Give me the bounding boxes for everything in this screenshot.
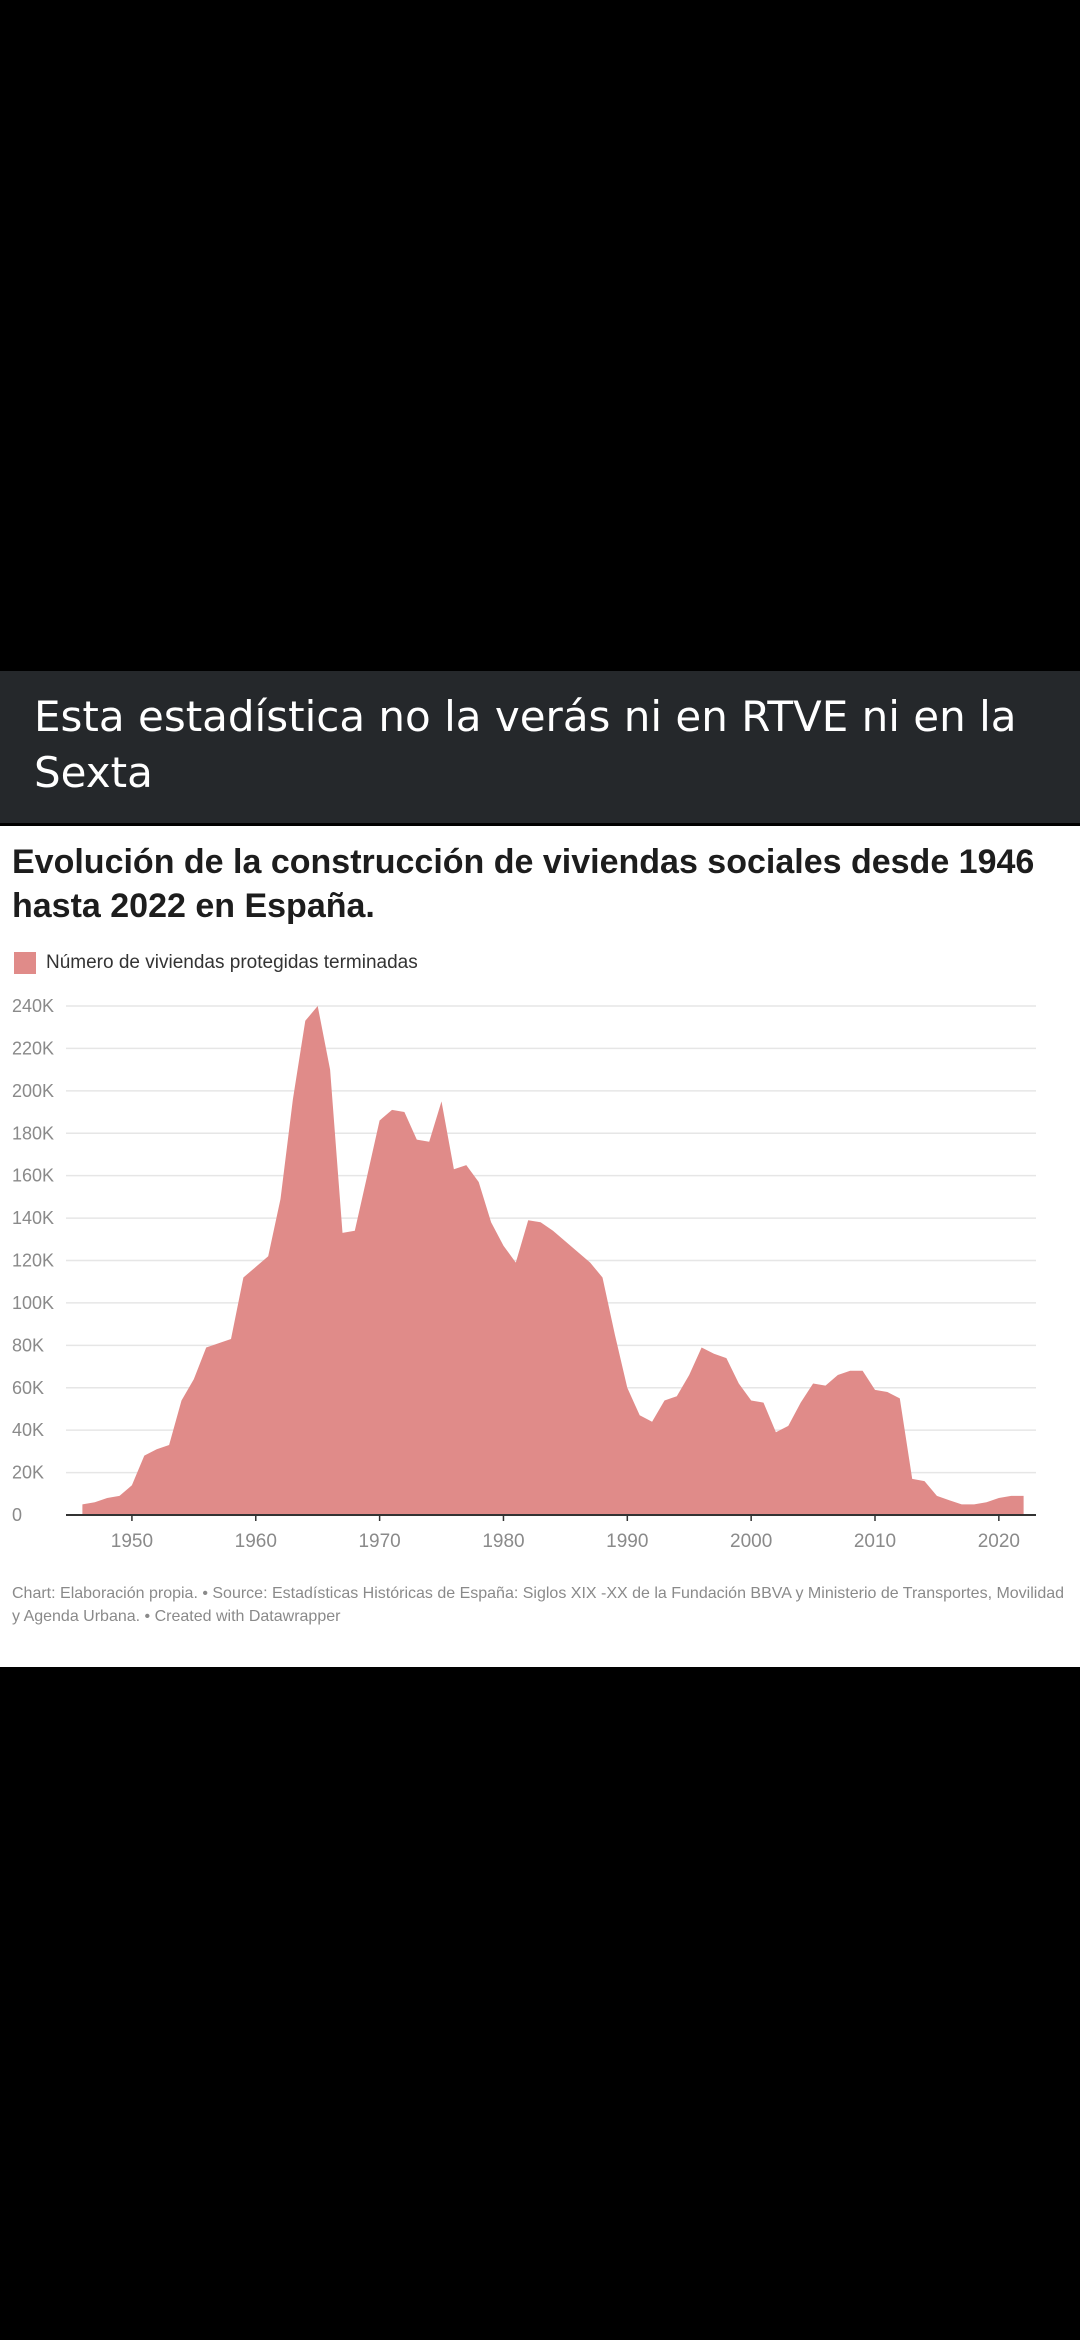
chart-legend: Número de viviendas protegidas terminada… <box>14 950 418 976</box>
chart-title: Evolución de la construcción de vivienda… <box>12 843 1035 925</box>
post-caption: Esta estadística no la verás ni en RTVE … <box>34 692 1017 797</box>
y-tick-label: 220K <box>12 1038 54 1058</box>
y-tick-label: 160K <box>12 1166 54 1186</box>
y-tick-label: 60K <box>12 1378 44 1398</box>
x-tick-label: 2020 <box>978 1531 1020 1552</box>
y-tick-label: 80K <box>12 1335 44 1355</box>
y-tick-label: 180K <box>12 1123 54 1143</box>
x-tick-label: 2010 <box>854 1531 896 1552</box>
y-tick-label: 20K <box>12 1463 44 1483</box>
y-tick-label: 120K <box>12 1251 54 1271</box>
y-tick-label: 100K <box>12 1293 54 1313</box>
legend-swatch <box>14 952 36 974</box>
y-tick-label: 40K <box>12 1420 44 1440</box>
chart-footer: Chart: Elaboración propia. • Source: Est… <box>12 1585 1065 1625</box>
y-tick-label: 140K <box>12 1208 54 1228</box>
legend-label: Número de viviendas protegidas terminada… <box>46 952 418 973</box>
post-caption-bar: Esta estadística no la verás ni en RTVE … <box>0 671 1080 823</box>
y-tick-label: 0 <box>12 1505 22 1525</box>
x-tick-label: 1990 <box>606 1531 648 1552</box>
x-tick-label: 1980 <box>482 1531 524 1552</box>
x-tick-label: 1960 <box>235 1531 277 1552</box>
chart-image[interactable]: Evolución de la construcción de vivienda… <box>0 826 1080 1667</box>
y-tick-label: 240K <box>12 996 54 1016</box>
series-area <box>82 1006 1024 1515</box>
area-chart: 0 20K 40K 60K 80K 100K 120K 140K 160K 180K 200K 220… <box>12 996 1036 1552</box>
x-tick-label: 1970 <box>358 1531 400 1552</box>
x-tick-label: 2000 <box>730 1531 772 1552</box>
y-tick-label: 200K <box>12 1081 54 1101</box>
x-tick-label: 1950 <box>111 1531 153 1552</box>
